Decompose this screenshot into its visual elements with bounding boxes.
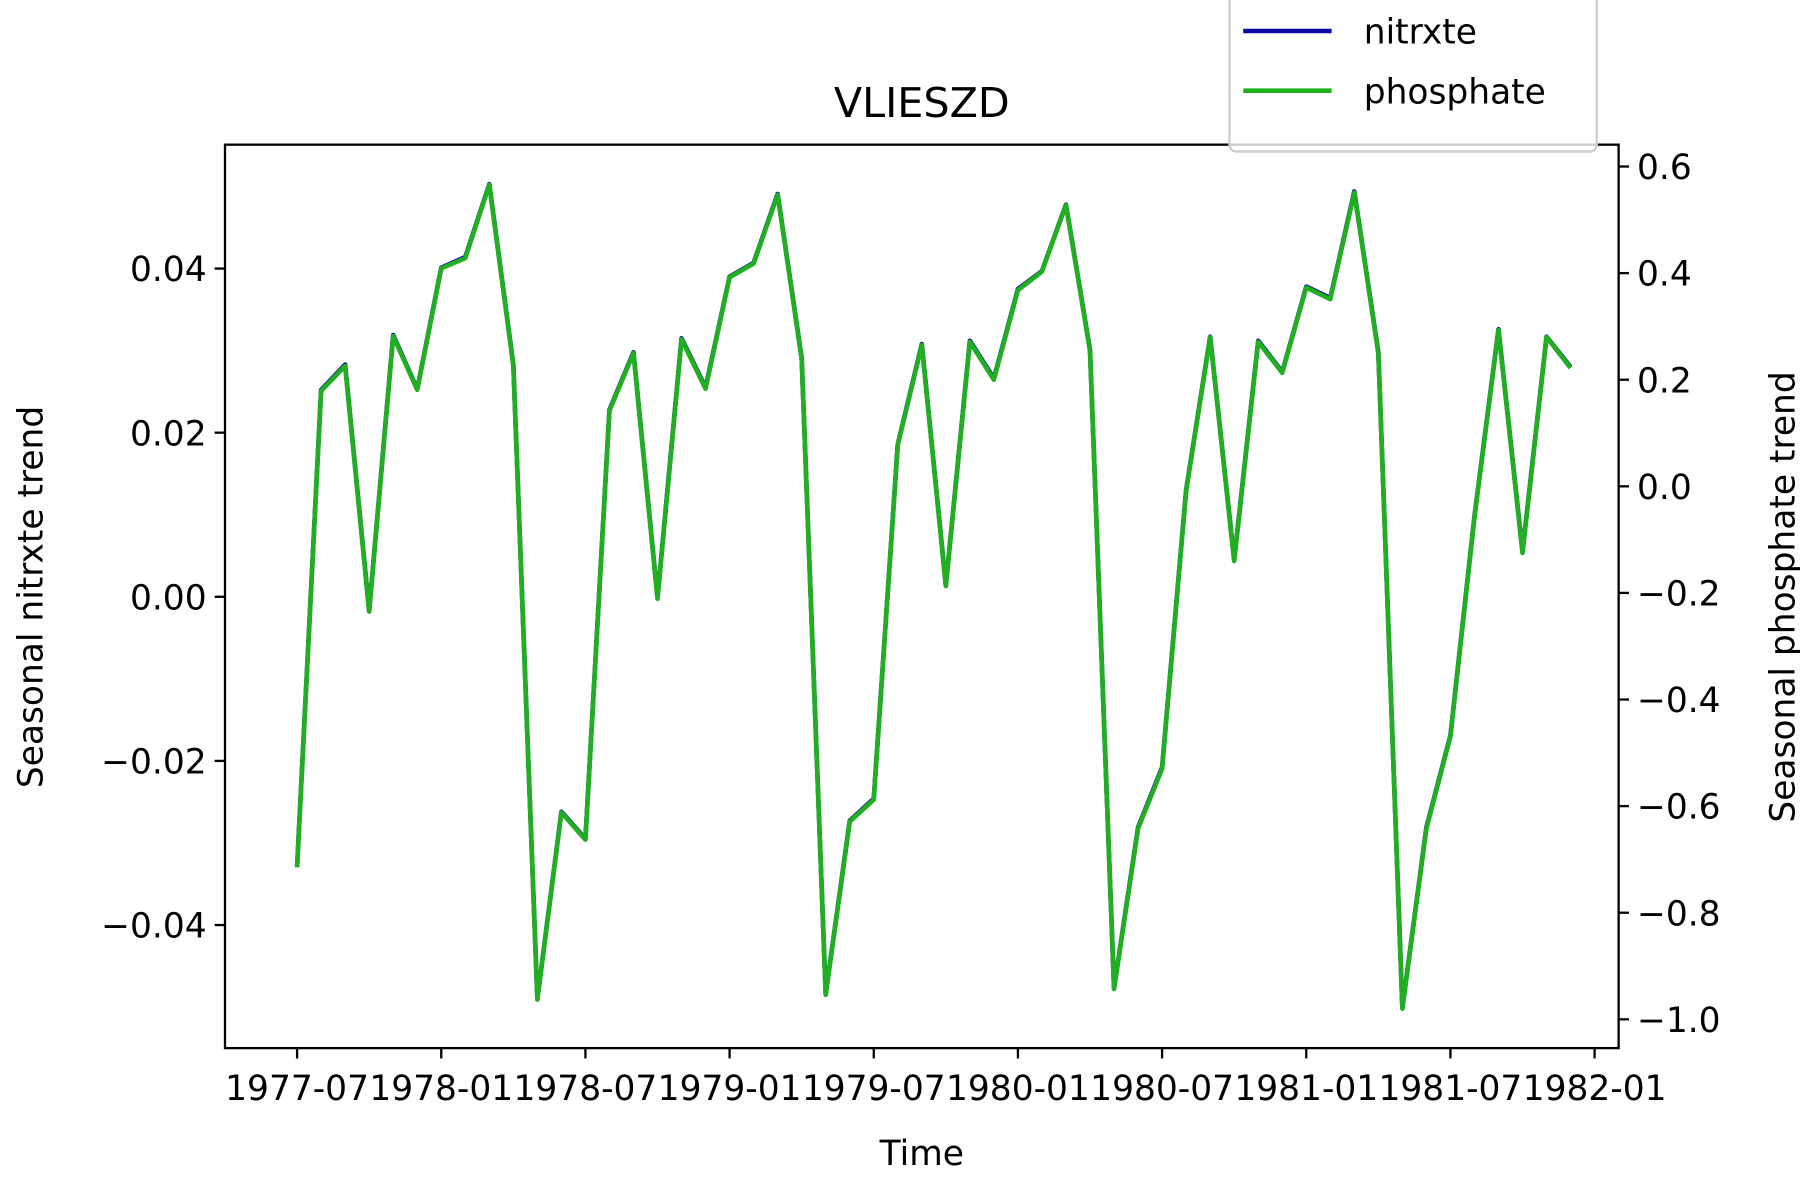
series-line — [294, 181, 1573, 1011]
y2-tick-label: −0.6 — [1637, 788, 1721, 828]
x-axis-label: Time — [879, 1134, 964, 1174]
series-line — [294, 182, 1573, 1011]
x-tick-label: 1977-07 — [225, 1069, 369, 1109]
x-tick-label: 1981-01 — [1234, 1069, 1378, 1109]
x-tick-label: 1981-07 — [1379, 1069, 1523, 1109]
y-tick-label: −0.04 — [101, 907, 206, 947]
legend: nitrxte phosphate — [1228, 0, 1598, 153]
y2-tick-label: 0.4 — [1637, 255, 1692, 295]
chart-title: VLIESZD — [834, 79, 1010, 127]
y-tick-label: 0.00 — [130, 578, 207, 618]
x-tick-label: 1979-01 — [658, 1069, 802, 1109]
x-tick-label: 1978-07 — [514, 1069, 658, 1109]
legend-label: nitrxte — [1364, 13, 1477, 53]
legend-label: phosphate — [1364, 72, 1546, 112]
y2-tick-label: 0.6 — [1637, 148, 1692, 188]
y-axis-label: Seasonal nitrxte trend — [11, 406, 51, 788]
y-tick-label: −0.02 — [101, 743, 206, 783]
legend-box — [1228, 0, 1598, 153]
y2-tick-label: −1.0 — [1637, 1001, 1721, 1041]
y2-axis-label: Seasonal phosphate trend — [1763, 371, 1800, 822]
y2-tick-label: −0.4 — [1637, 681, 1721, 721]
y2-tick-label: −0.8 — [1637, 894, 1721, 934]
x-tick-label: 1980-01 — [946, 1069, 1090, 1109]
y2-tick-label: −0.2 — [1637, 575, 1721, 615]
x-tick-label: 1978-01 — [369, 1069, 513, 1109]
y-tick-label: 0.04 — [130, 250, 207, 290]
x-tick-label: 1979-07 — [802, 1069, 946, 1109]
y2-tick-label: 0.0 — [1637, 468, 1692, 508]
x-tick-label: 1980-07 — [1090, 1069, 1234, 1109]
x-tick-label: 1982-01 — [1523, 1069, 1667, 1109]
y2-tick-label: 0.2 — [1637, 361, 1692, 401]
y-tick-label: 0.02 — [130, 414, 207, 454]
plot-frame — [223, 143, 1620, 1050]
